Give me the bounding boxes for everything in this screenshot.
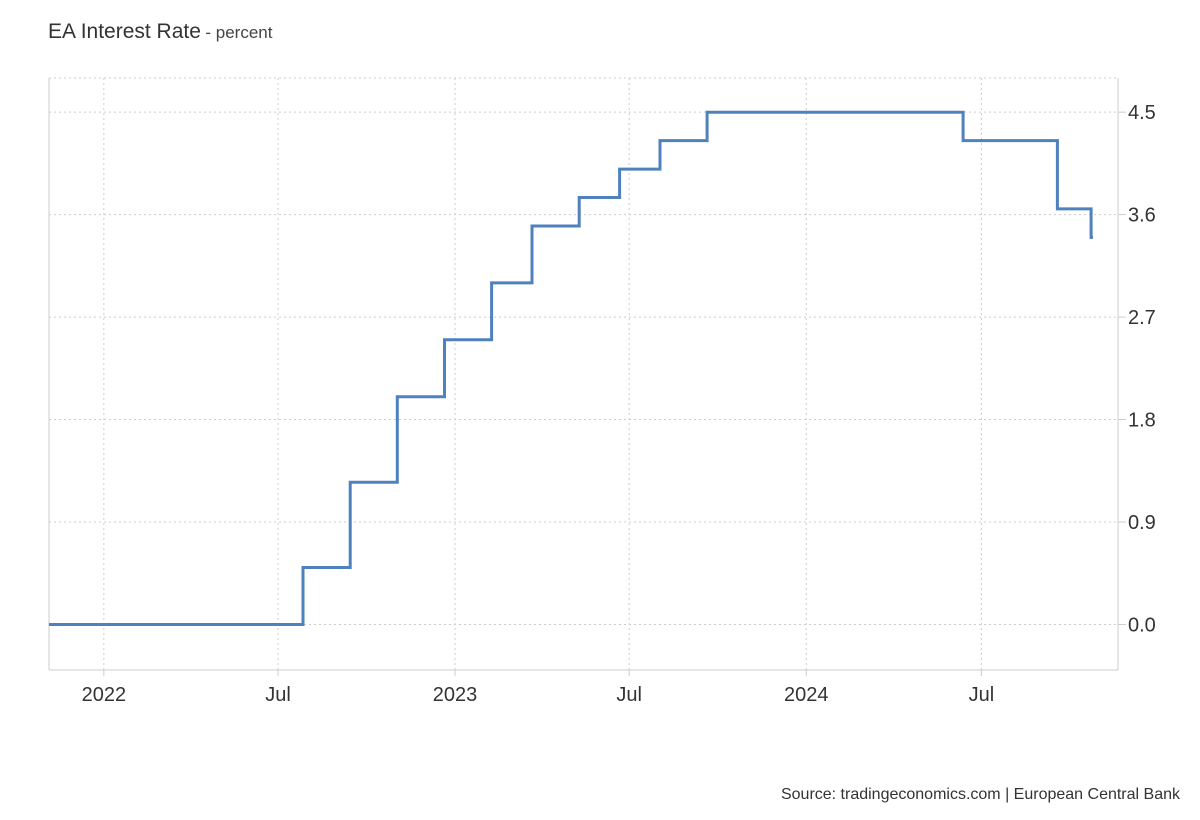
chart-title: EA Interest Rate: [48, 20, 201, 43]
grid-layer: [49, 77, 1118, 670]
x-tick-label: Jul: [616, 684, 642, 706]
y-tick-label: 1.8: [1128, 410, 1156, 432]
y-tick-label: 0.9: [1128, 512, 1156, 534]
x-tick-label: 2022: [82, 684, 127, 706]
series-layer: [49, 110, 1093, 626]
x-tick-label: Jul: [265, 684, 291, 706]
plot-frame: [48, 78, 1119, 671]
x-tick-label: 2023: [433, 684, 478, 706]
y-tick-label: 3.6: [1128, 205, 1156, 227]
y-tick-label: 4.5: [1128, 102, 1156, 124]
y-axis: 0.0 0.9 1.8 2.7 3.6 4.5: [1118, 102, 1156, 636]
y-tick-label: 0.0: [1128, 614, 1156, 636]
y-tick-label: 2.7: [1128, 307, 1156, 329]
x-tick-label: 2024: [784, 684, 829, 706]
chart-subtitle: - percent: [205, 23, 273, 42]
x-axis: 2022 Jul 2023 Jul 2024 Jul: [82, 670, 995, 706]
source-note: Source: tradingeconomics.com | European …: [780, 786, 1180, 803]
x-tick-label: Jul: [969, 684, 995, 706]
chart-title-row: EA Interest Rate - percent: [48, 20, 272, 44]
series-line: [49, 110, 1093, 626]
